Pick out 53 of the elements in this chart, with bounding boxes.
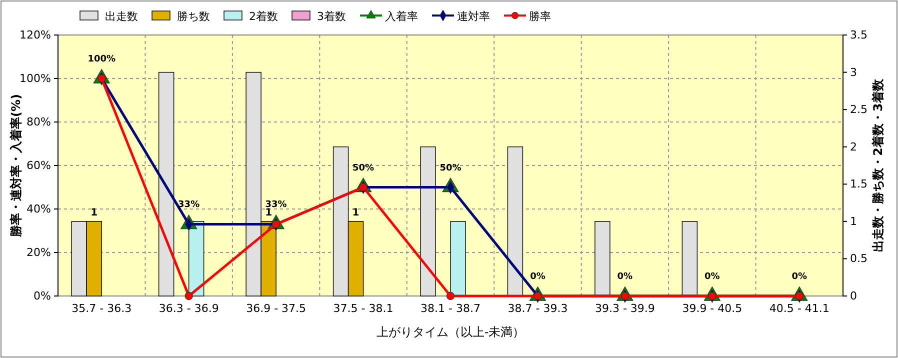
bar (594, 221, 610, 296)
data-label: 0% (617, 272, 633, 282)
point (184, 292, 193, 300)
x-tick-label: 40.5 - 41.1 (769, 302, 830, 315)
data-label: 50% (352, 163, 374, 174)
y2-tick-label: 0 (850, 290, 857, 303)
y2-tick-label: 2 (850, 140, 857, 154)
bar (158, 72, 174, 296)
data-label: 0% (792, 272, 808, 282)
x-tick-label: 39.3 - 39.9 (594, 302, 655, 315)
y-tick-label: 0% (34, 290, 51, 303)
data-label: 50% (440, 163, 462, 174)
legend-label: 連対率 (457, 10, 490, 23)
legend-label: 入着率 (385, 10, 418, 23)
y2-tick-label: 1.5 (850, 178, 868, 191)
y-tick-label: 120% (20, 28, 51, 42)
x-axis-title: 上がりタイム（以上-未満） (376, 325, 525, 339)
y2-tick-label: 1 (850, 214, 857, 228)
y-tick-label: 60% (26, 159, 51, 172)
x-tick-label: 36.9 - 37.5 (246, 302, 306, 315)
legend-label: 2着数 (249, 10, 278, 23)
data-label: 1 (352, 207, 360, 218)
y-axis-title: 勝率・連対率・入着率(%) (9, 94, 23, 238)
data-label: 0% (530, 272, 546, 282)
bar (450, 221, 466, 296)
y-tick-label: 100% (20, 72, 51, 86)
y2-tick-label: 3 (850, 66, 857, 79)
data-label: 33% (178, 200, 200, 210)
data-label: 1 (265, 207, 272, 218)
legend-label: 出走数 (105, 10, 138, 23)
data-label: 1 (90, 207, 98, 218)
y2-axis-title: 出走数・勝ち数・2着数・3着数 (871, 78, 885, 252)
x-tick-label: 37.5 - 38.1 (333, 302, 394, 315)
y-tick-label: 20% (26, 246, 51, 260)
data-label: 100% (88, 54, 116, 64)
bar (420, 146, 436, 296)
point (446, 292, 455, 300)
y2-tick-label: 3.5 (850, 28, 868, 42)
x-tick-label: 39.9 - 40.5 (682, 302, 742, 315)
bar (507, 146, 524, 296)
x-tick-label: 38.1 - 38.7 (420, 302, 480, 315)
x-tick-label: 38.7 - 39.3 (508, 302, 568, 315)
legend-label: 3着数 (317, 10, 346, 23)
y-tick-label: 80% (26, 116, 51, 129)
data-label: 0% (704, 272, 720, 282)
y-tick-label: 40% (26, 202, 51, 216)
legend-label: 勝ち数 (177, 10, 210, 23)
x-tick-label: 35.7 - 36.3 (72, 302, 132, 315)
legend-label: 勝率 (529, 10, 551, 23)
x-tick-label: 36.3 - 36.9 (158, 302, 219, 315)
bar (682, 221, 698, 296)
y2-tick-label: 2.5 (850, 103, 868, 116)
y2-tick-label: 0.5 (850, 252, 868, 266)
